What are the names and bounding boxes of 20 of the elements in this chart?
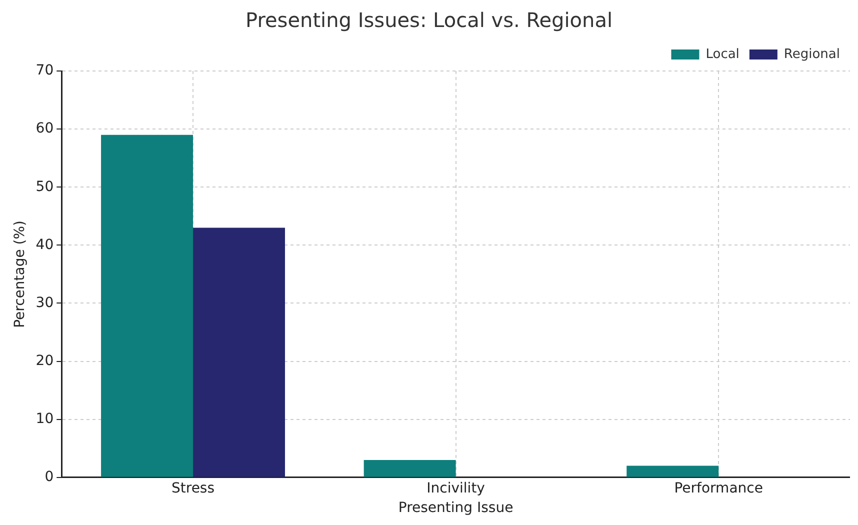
y-tick-label: 70 [36, 62, 54, 79]
legend-label: Local [706, 46, 740, 62]
bar [364, 460, 456, 477]
y-tick-label: 0 [44, 469, 54, 486]
y-tick-label: 40 [36, 236, 54, 253]
y-tick-label: 20 [36, 352, 54, 369]
bar [101, 134, 194, 477]
y-tick-label: 10 [36, 410, 54, 427]
y-tick-label: 60 [36, 120, 54, 137]
x-tick-label: Incivility [426, 480, 485, 496]
legend-label: Regional [784, 46, 840, 62]
x-tick-label: Performance [674, 480, 763, 496]
x-axis-title: Presenting Issue [398, 500, 514, 516]
bar [193, 228, 285, 477]
bar [626, 466, 719, 477]
y-tick-label: 50 [36, 178, 54, 195]
chart-title: Presenting Issues: Local vs. Regional [245, 8, 613, 32]
x-tick-label: Stress [171, 480, 215, 496]
y-axis-title: Percentage (%) [12, 220, 28, 328]
y-tick-label: 30 [36, 294, 54, 311]
